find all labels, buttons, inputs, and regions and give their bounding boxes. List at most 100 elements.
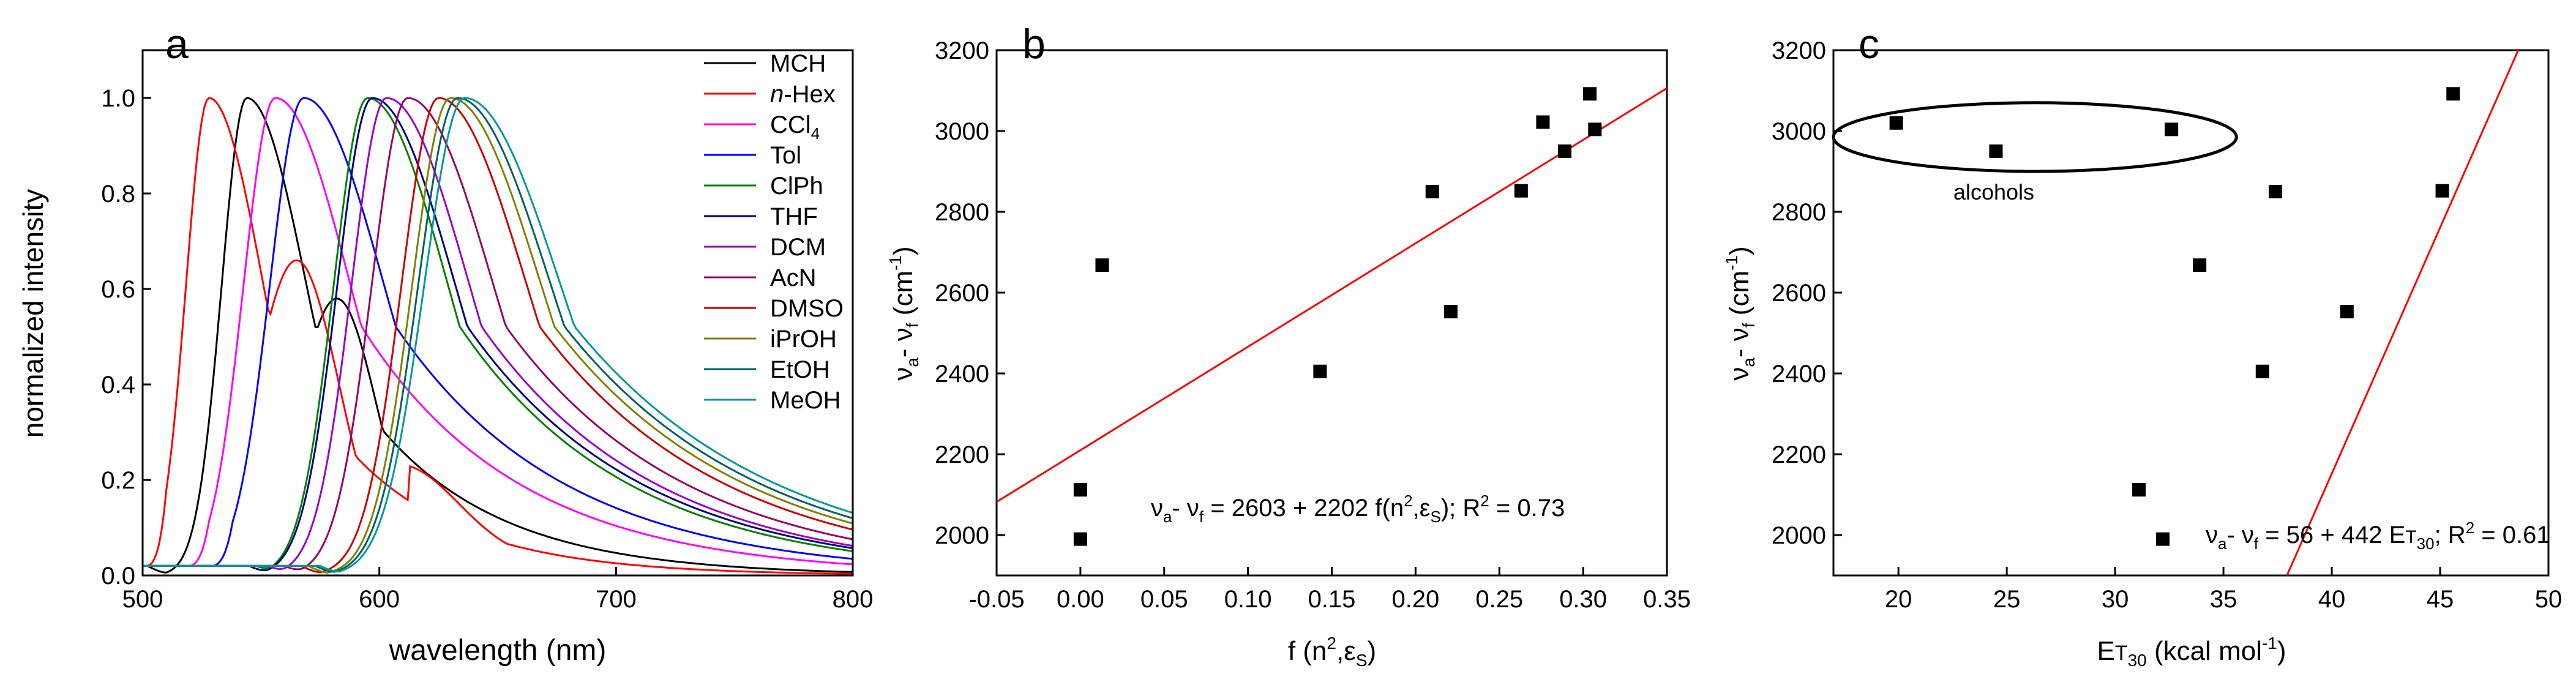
series-line-dmso <box>143 97 853 574</box>
panel-c-x-tick-label: 25 <box>1993 586 2021 613</box>
legend-label-etoh: EtOH <box>770 356 830 383</box>
legend-item-dcm: DCM <box>704 234 826 261</box>
panel-b-y-tick-label: 3000 <box>935 118 989 145</box>
panel-a-y-tick-label: 0.0 <box>101 563 135 590</box>
series-line-tol <box>143 97 853 567</box>
legend-item-tol: Tol <box>704 142 801 169</box>
panel-b-data-point <box>1095 258 1109 272</box>
panel-b-data-point <box>1313 364 1327 378</box>
panel-c-y-tick-label: 2000 <box>1772 522 1826 549</box>
panel-c-data-point <box>2255 364 2269 378</box>
panel-c-label: c <box>1859 21 1879 67</box>
panel-b-y-tick-label: 3200 <box>935 37 989 64</box>
panel-c-data-point <box>2193 258 2207 272</box>
legend-label-dmso: DMSO <box>770 295 844 322</box>
panel-b-x-tick-label: 0.30 <box>1559 586 1607 613</box>
panel-a-x-tick-label: 700 <box>596 586 637 613</box>
panel-c-x-tick-label: 45 <box>2427 586 2454 613</box>
panel-b-data-point <box>1558 144 1572 158</box>
legend-item-dmso: DMSO <box>704 295 844 322</box>
legend-item-clph: ClPh <box>704 173 823 200</box>
legend-label-mch: MCH <box>770 50 826 77</box>
panel-c-y-axis-label: νa- νf (cm-1) <box>1722 246 1758 380</box>
legend-item-mch: MCH <box>704 50 826 77</box>
panel-c-y-tick-label: 2400 <box>1772 361 1826 388</box>
panel-c-data-point <box>2446 87 2460 101</box>
panel-b-label: b <box>1022 21 1046 67</box>
panel-a-x-tick-label: 800 <box>833 586 874 613</box>
panel-c-y-tick-label: 2800 <box>1772 199 1826 226</box>
panel-b-fit-equation: νa- νf = 2603 + 2202 f(n2,εS); R2 = 0.73 <box>1151 492 1565 526</box>
panel-c-data-point <box>2165 122 2179 137</box>
panel-b-regression-line <box>996 87 1668 503</box>
legend-label-clph: ClPh <box>770 173 823 200</box>
legend-item-meoh: MeOH <box>704 387 841 414</box>
series-line-clph <box>143 97 853 569</box>
panel-c-alcohols-label: alcohols <box>1953 179 2034 204</box>
panel-c-x-tick-label: 20 <box>1885 586 1912 613</box>
panel-a-y-tick-label: 0.4 <box>101 372 135 399</box>
series-line-ccl4 <box>143 97 853 567</box>
series-line-n-hex <box>143 97 853 575</box>
panel-a-y-tick-label: 0.2 <box>101 467 135 494</box>
series-line-thf <box>143 97 853 572</box>
legend-label-acn: AcN <box>770 264 817 291</box>
panel-a-frame <box>141 49 854 577</box>
panel-b-data-point <box>1588 122 1602 137</box>
panel-c-data-point <box>1989 144 2003 158</box>
panel-b-data-point <box>1583 87 1597 101</box>
series-line-etoh <box>143 97 853 573</box>
panel-c-data-point <box>1889 116 1903 130</box>
panel-c-x-axis-label: ET30 (kcal mol-1) <box>2097 634 2286 670</box>
panel-a-y-tick-label: 0.6 <box>101 276 135 303</box>
panel-b-y-tick-label: 2800 <box>935 199 989 226</box>
legend-item-ccl4: CCl4 <box>704 111 820 143</box>
legend-label-meoh: MeOH <box>770 387 841 414</box>
panel-c-x-tick-label: 30 <box>2102 586 2129 613</box>
legend-label-n-hex: n-Hex <box>770 81 836 108</box>
panel-c-y-ticks: 2000 2200 2400 2600 2800 3000 3200 <box>1772 37 1842 549</box>
legend-item-n-hex: n-Hex <box>704 81 836 108</box>
panel-c: c 20 25 30 35 40 45 50 2000 2200 2400 2600 2800 300… <box>1722 21 2562 670</box>
alcohols-ellipse <box>1832 101 2238 173</box>
panel-a-x-tick-label: 500 <box>122 586 163 613</box>
legend-item-iproh: iPrOH <box>704 326 837 353</box>
legend-item-acn: AcN <box>704 264 817 291</box>
series-line-mch <box>143 97 853 574</box>
panel-b-fit-line <box>996 87 1668 503</box>
panel-c-fit-line <box>2286 50 2519 576</box>
panel-b-data-point <box>1425 185 1439 198</box>
panel-b-y-axis-label: νa- νf (cm-1) <box>886 246 922 380</box>
panel-c-data-point <box>2155 532 2170 546</box>
panel-a-y-axis-label: normalized intensity <box>17 189 49 438</box>
panel-a-label: a <box>165 21 189 67</box>
panel-c-data-point <box>2340 305 2354 319</box>
panel-c-x-tick-label: 35 <box>2210 586 2237 613</box>
panel-c-y-tick-label: 3200 <box>1772 37 1826 64</box>
panel-c-regression-line <box>2286 50 2519 576</box>
panel-b: b -0.05 0.00 0.05 0.10 0.15 0.20 0.25 0.30 0.35 … <box>886 21 1691 670</box>
panel-b-data-point <box>1073 532 1087 546</box>
legend-item-thf: THF <box>704 203 818 230</box>
panel-b-x-tick-label: 0.25 <box>1475 586 1523 613</box>
panel-c-data-point <box>2269 185 2283 198</box>
panel-b-x-tick-label: 0.00 <box>1057 586 1104 613</box>
panel-a-x-tick-label: 600 <box>359 586 400 613</box>
panel-c-x-ticks: 20 25 30 35 40 45 50 <box>1885 567 2562 613</box>
panel-b-y-tick-label: 2600 <box>935 280 989 307</box>
panel-b-data-point <box>1073 483 1087 497</box>
panel-c-points <box>1889 87 2460 546</box>
panel-b-x-axis-label: f (n2,εS) <box>1288 634 1376 670</box>
panel-a-x-ticks: 500 600 700 800 <box>122 567 874 613</box>
legend-label-ccl4: CCl4 <box>770 111 820 143</box>
panel-c-alcohols-highlight <box>1832 101 2238 173</box>
panel-b-y-tick-label: 2400 <box>935 361 989 388</box>
panel-a-y-ticks: 0.0 0.2 0.4 0.6 0.8 1.0 <box>101 85 151 590</box>
panel-b-x-tick-label: 0.05 <box>1140 586 1188 613</box>
panel-b-x-tick-label: 0.15 <box>1308 586 1356 613</box>
series-line-dcm <box>143 97 853 570</box>
panel-b-y-tick-label: 2000 <box>935 522 989 549</box>
panel-c-x-tick-label: 50 <box>2535 586 2563 613</box>
panel-c-y-tick-label: 2600 <box>1772 280 1826 307</box>
